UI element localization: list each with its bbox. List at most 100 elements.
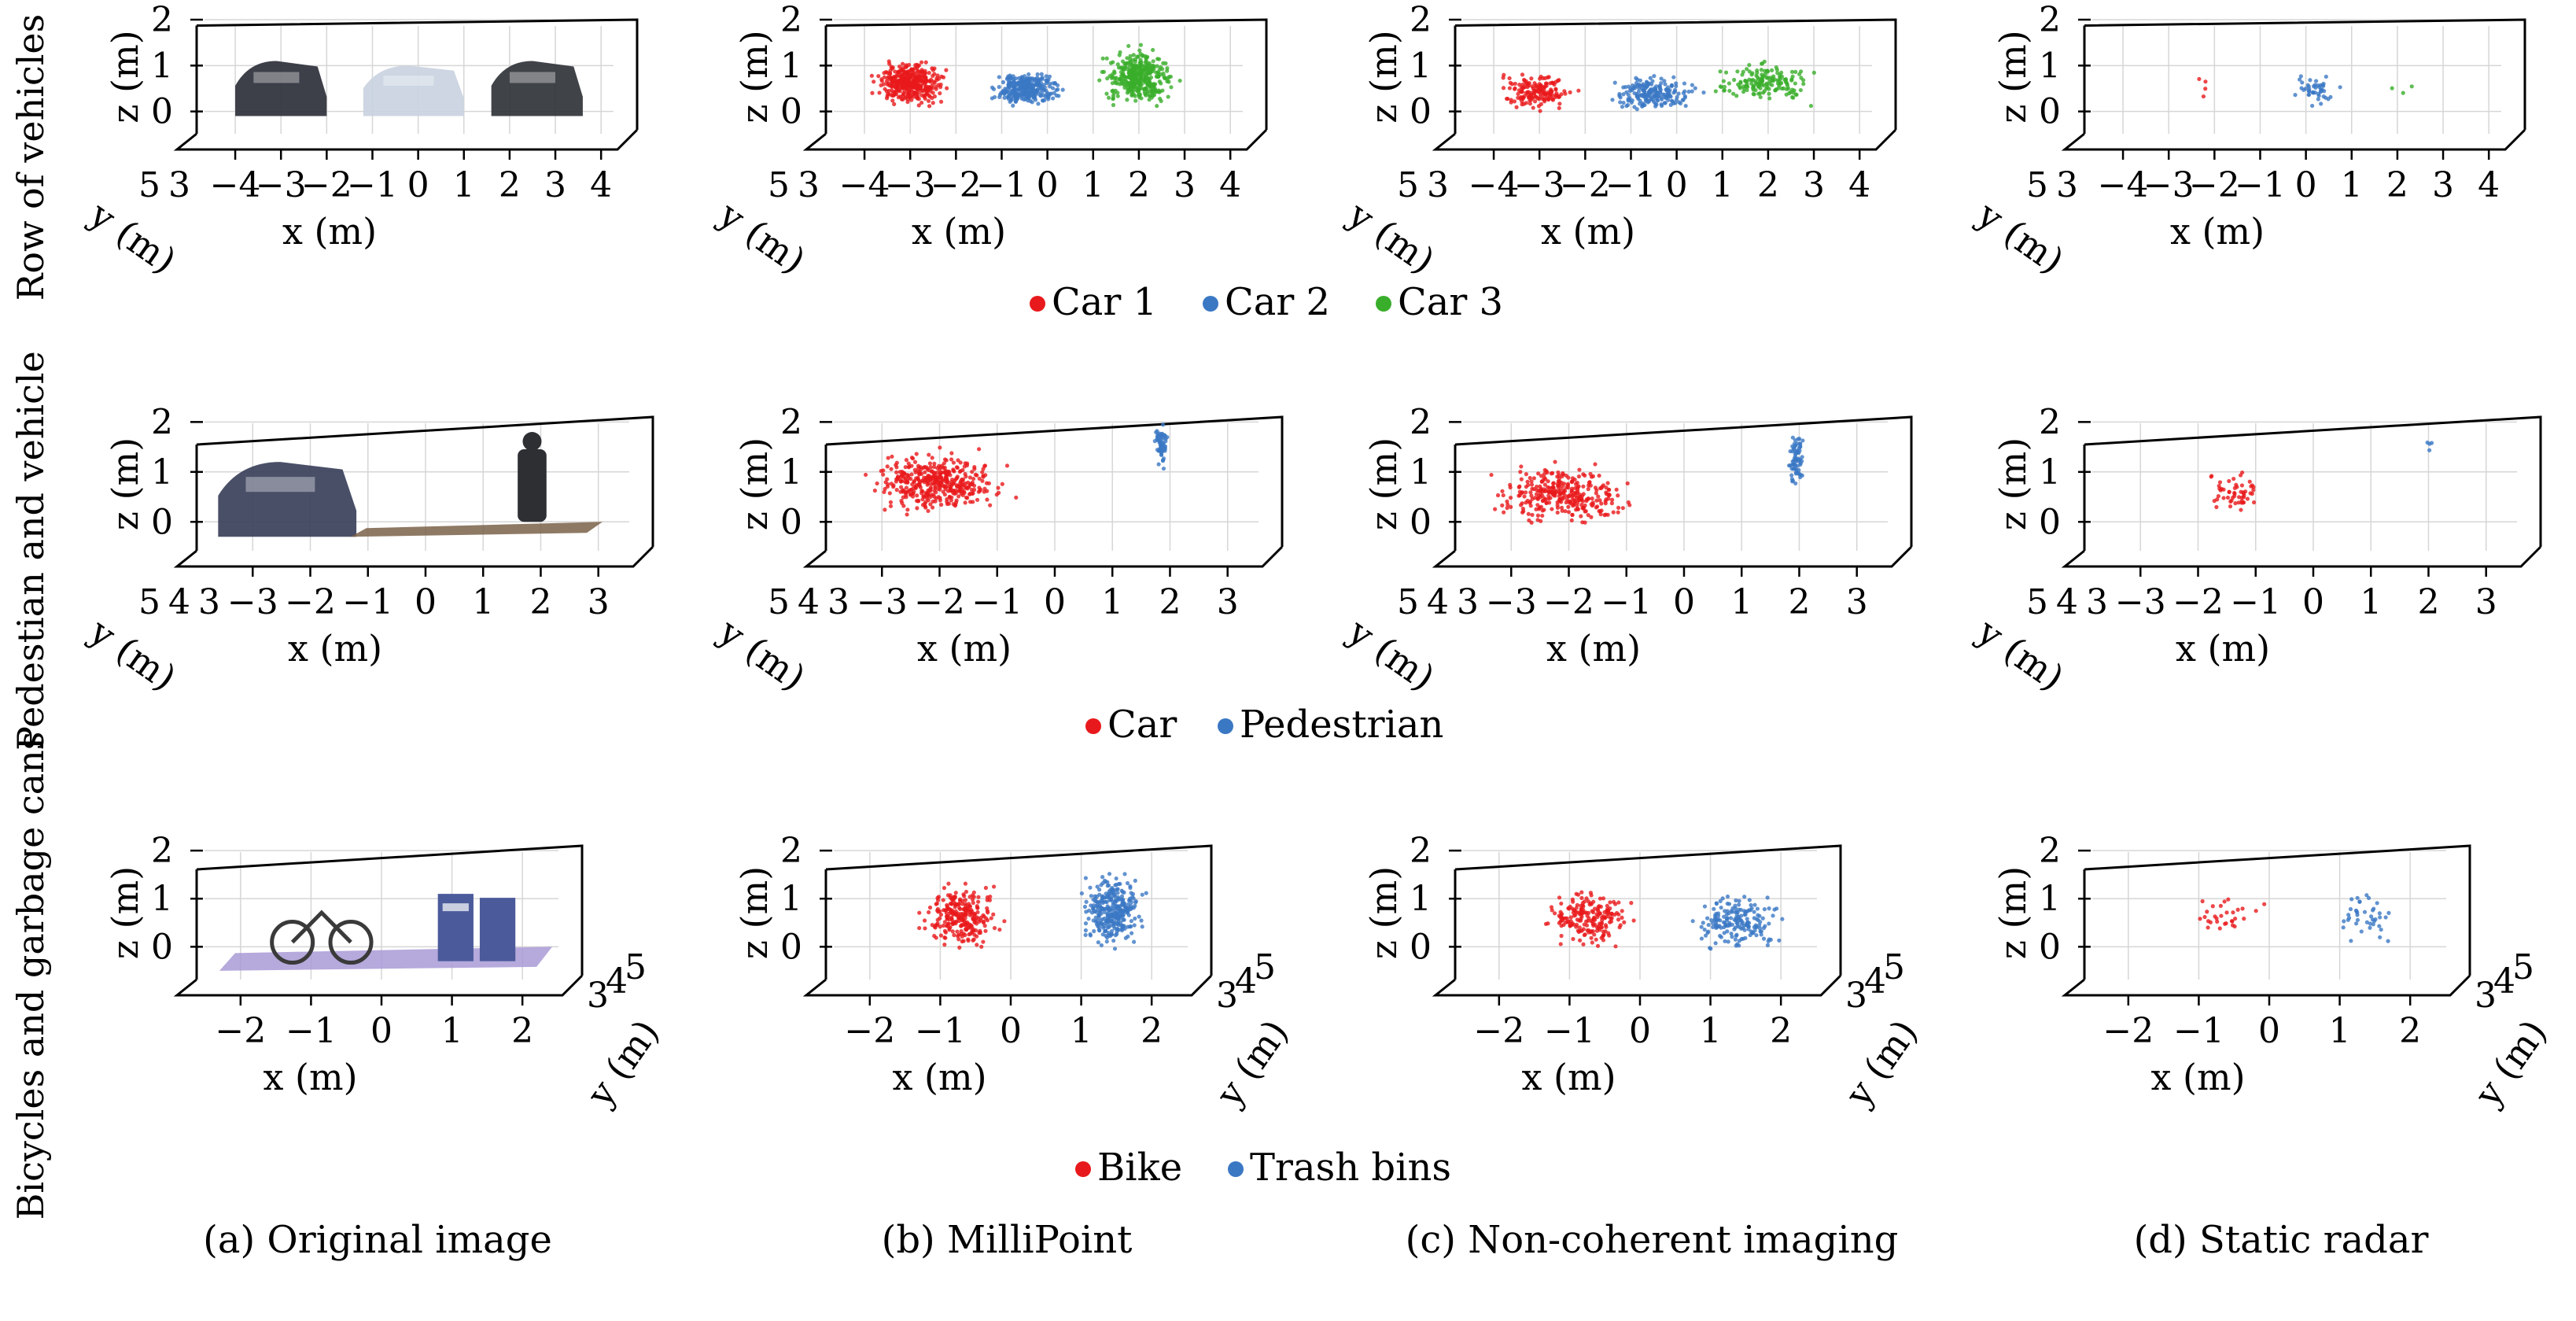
object-car-0-0-2 [491,61,583,116]
z-tick-label-1-1-1: 1 [780,452,802,493]
point-0-2-1-186 [1668,88,1672,93]
point-1-1-0-52 [927,452,931,457]
point-0-1-1-197 [1034,76,1040,80]
point-1-1-0-315 [980,478,985,483]
point-2-1-1-27 [1097,887,1102,892]
point-1-1-1-49 [1160,441,1165,446]
point-2-2-0-157 [1591,923,1596,928]
point-0-1-2-362 [1132,69,1137,74]
point-2-1-1-203 [1111,902,1115,907]
point-0-2-2-102 [1793,69,1798,74]
point-1-2-0-205 [1609,497,1615,502]
point-0-2-0-94 [1543,81,1549,86]
point-2-2-0-113 [1553,911,1557,916]
point-2-2-0-108 [1557,921,1561,925]
point-1-2-0-236 [1534,507,1539,511]
x-tick-label-2-0-2: 0 [370,1011,392,1051]
point-2-1-1-262 [1118,906,1122,911]
point-1-3-0-44 [2228,499,2233,504]
x-tick-label-0-0-6: 2 [499,165,521,205]
point-1-2-0-198 [1587,483,1591,488]
y-tick-label-0-0-0: 5 [138,165,160,205]
point-0-1-0-286 [934,87,938,91]
point-0-1-2-322 [1169,85,1174,90]
point-0-2-2-144 [1761,90,1766,95]
point-0-2-1-123 [1653,104,1658,109]
point-0-2-2-97 [1745,87,1749,93]
point-0-2-1-167 [1690,83,1695,87]
object-bike-wheel-2-0-1-b [328,920,374,965]
point-0-2-0-82 [1513,86,1517,90]
x-tick-label-1-1-4: 1 [1101,582,1123,622]
point-0-1-0-372 [919,74,924,79]
point-2-3-1-28 [2364,893,2369,898]
point-2-2-1-145 [1739,913,1744,918]
point-2-3-1-38 [2348,906,2353,912]
point-2-2-0-189 [1609,916,1614,921]
x-tick-label-1-2-1: −2 [1543,582,1594,622]
point-0-2-1-118 [1674,83,1679,89]
point-2-3-1-31 [2386,939,2390,943]
x-tick-label-2-0-4: 2 [511,1011,533,1051]
point-0-2-0-92 [1516,91,1520,96]
point-0-1-2-273 [1137,87,1142,91]
point-2-2-1-141 [1752,902,1757,907]
point-2-1-0-224 [985,918,990,923]
point-2-1-0-176 [963,902,968,906]
point-2-1-1-277 [1096,928,1101,932]
point-0-1-1-259 [1011,74,1015,79]
point-2-2-1-137 [1761,936,1767,941]
point-0-1-1-235 [1001,91,1007,96]
point-2-2-0-77 [1574,891,1579,896]
point-1-1-1-56 [1160,432,1165,437]
point-0-2-2-132 [1774,65,1778,70]
point-2-1-0-259 [938,933,944,938]
point-1-2-0-81 [1626,500,1631,505]
point-0-1-2-272 [1141,67,1146,72]
point-0-3-2-0 [2401,90,2405,95]
point-2-2-0-116 [1586,899,1590,904]
point-1-3-0-28 [2245,496,2250,501]
point-1-1-0-150 [887,491,892,496]
point-2-2-0-195 [1598,911,1602,916]
legend-label-0-0: Car 1 [1052,280,1157,324]
y-tick-label-1-3-2: 3 [2086,582,2108,622]
point-2-1-0-195 [982,924,987,928]
point-0-2-2-116 [1718,84,1723,89]
x-tick-label-0-0-0: −4 [210,165,261,205]
point-1-1-0-240 [944,476,949,481]
point-1-2-0-258 [1550,507,1554,511]
y-tick-label-0-2-0: 5 [1397,165,1419,205]
point-2-1-0-137 [934,935,938,940]
point-2-2-1-160 [1771,913,1775,918]
point-2-2-0-44 [1577,938,1583,943]
point-1-1-1-58 [1160,459,1166,463]
point-0-1-2-352 [1136,54,1141,59]
point-2-1-0-108 [982,914,986,919]
x-tick-label-1-1-3: 0 [1044,582,1066,622]
point-1-1-0-85 [872,488,877,493]
point-0-1-2-355 [1121,76,1126,81]
point-1-3-0-11 [2225,495,2231,500]
point-2-2-1-125 [1723,939,1727,943]
point-0-2-0-51 [1568,90,1572,94]
point-1-1-0-245 [907,489,912,493]
point-2-1-1-290 [1094,903,1099,908]
point-1-2-0-43 [1594,491,1598,496]
y-tick-label-2-0-2: 5 [625,947,647,987]
point-1-1-0-341 [978,487,983,492]
point-2-1-0-226 [922,918,927,923]
point-0-2-0-133 [1550,97,1555,101]
point-1-2-0-287 [1566,494,1572,499]
point-1-2-1-54 [1789,467,1794,471]
point-0-2-2-93 [1756,81,1762,86]
point-1-1-0-324 [933,485,938,490]
point-1-2-0-290 [1590,502,1595,507]
point-2-1-1-214 [1095,884,1100,889]
point-1-1-0-390 [938,483,942,488]
point-0-1-0-340 [931,68,935,72]
column-caption-3: (d) Static radar [2134,1218,2429,1262]
point-0-2-0-153 [1538,84,1543,89]
point-2-2-1-142 [1741,909,1747,913]
